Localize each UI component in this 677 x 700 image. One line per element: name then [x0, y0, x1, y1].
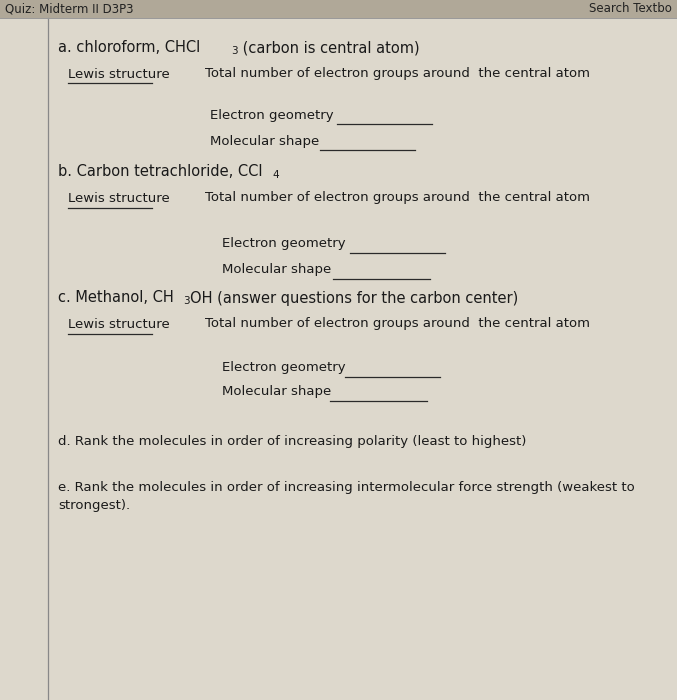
Text: b. Carbon tetrachloride, CCl: b. Carbon tetrachloride, CCl	[58, 164, 263, 179]
Text: Electron geometry: Electron geometry	[210, 108, 334, 122]
Text: Total number of electron groups around  the central atom: Total number of electron groups around t…	[205, 318, 590, 330]
Text: 3: 3	[183, 297, 190, 307]
Text: strongest).: strongest).	[58, 500, 130, 512]
Text: Lewis structure: Lewis structure	[68, 192, 170, 204]
Text: c. Methanol, CH: c. Methanol, CH	[58, 290, 174, 305]
Text: Electron geometry: Electron geometry	[222, 237, 346, 251]
Text: Molecular shape: Molecular shape	[222, 386, 331, 398]
Text: Lewis structure: Lewis structure	[68, 67, 170, 80]
Text: a. chloroform, CHCl: a. chloroform, CHCl	[58, 41, 200, 55]
Text: e. Rank the molecules in order of increasing intermolecular force strength (weak: e. Rank the molecules in order of increa…	[58, 482, 635, 494]
Text: Search Textbo: Search Textbo	[589, 3, 672, 15]
Text: 4: 4	[272, 171, 279, 181]
FancyBboxPatch shape	[0, 0, 677, 18]
Text: Total number of electron groups around  the central atom: Total number of electron groups around t…	[205, 192, 590, 204]
Text: Molecular shape: Molecular shape	[222, 263, 331, 276]
Text: Lewis structure: Lewis structure	[68, 318, 170, 330]
Text: OH (answer questions for the carbon center): OH (answer questions for the carbon cent…	[190, 290, 519, 305]
Text: Molecular shape: Molecular shape	[210, 134, 320, 148]
Text: Electron geometry: Electron geometry	[222, 361, 346, 374]
Text: (carbon is central atom): (carbon is central atom)	[238, 41, 420, 55]
Text: Quiz: Midterm II D3P3: Quiz: Midterm II D3P3	[5, 3, 133, 15]
Text: Total number of electron groups around  the central atom: Total number of electron groups around t…	[205, 67, 590, 80]
Text: 3: 3	[231, 46, 238, 57]
Text: d. Rank the molecules in order of increasing polarity (least to highest): d. Rank the molecules in order of increa…	[58, 435, 527, 449]
